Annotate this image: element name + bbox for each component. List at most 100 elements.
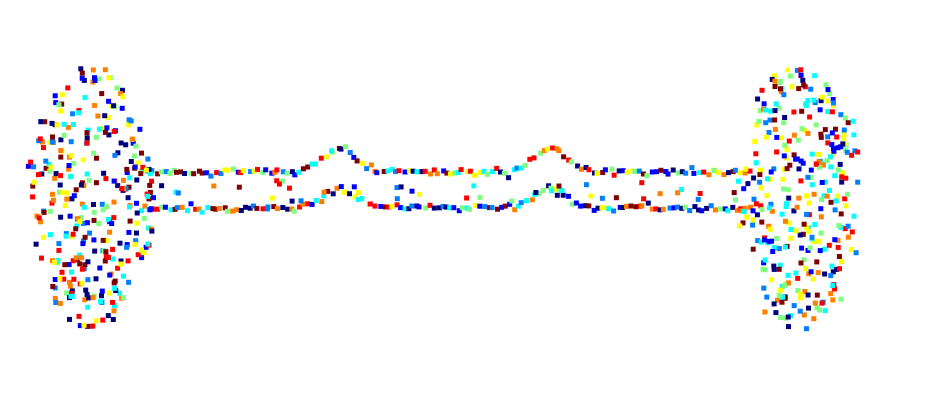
point [225, 167, 231, 173]
point [786, 138, 792, 144]
point [394, 185, 400, 191]
point [788, 227, 794, 232]
point [791, 132, 797, 138]
point [382, 204, 388, 210]
point [559, 188, 565, 194]
point [788, 235, 794, 241]
point [813, 122, 819, 128]
point [31, 179, 37, 185]
point [93, 134, 99, 140]
point [769, 238, 775, 244]
point [111, 178, 117, 184]
point [708, 203, 714, 209]
point [126, 229, 132, 235]
point [750, 217, 756, 223]
point [588, 193, 594, 199]
point [855, 179, 861, 185]
point [140, 164, 146, 170]
point [725, 208, 731, 214]
point [274, 167, 280, 173]
point [70, 111, 76, 117]
point [354, 158, 360, 164]
point [59, 101, 65, 107]
point [640, 171, 646, 177]
point [771, 266, 777, 272]
point [838, 296, 844, 302]
point [459, 205, 465, 211]
point [826, 242, 832, 248]
point [835, 193, 841, 199]
point [76, 313, 82, 319]
point [473, 202, 479, 208]
point [844, 149, 850, 155]
point [772, 84, 778, 89]
point [110, 256, 116, 262]
point [762, 309, 768, 315]
point [251, 168, 257, 174]
point [842, 226, 848, 232]
point [216, 206, 222, 211]
point [737, 170, 743, 176]
point [123, 142, 129, 148]
point [82, 95, 88, 101]
point [105, 255, 111, 260]
point [817, 248, 823, 254]
point [389, 204, 395, 209]
point [121, 177, 126, 183]
point [781, 120, 787, 126]
point [250, 203, 256, 209]
point [820, 162, 826, 168]
point [132, 241, 138, 247]
point [254, 205, 260, 211]
point [80, 220, 86, 226]
point [441, 168, 447, 174]
point [342, 189, 347, 195]
point [569, 201, 575, 207]
point [285, 206, 291, 212]
point [41, 234, 47, 240]
point [511, 167, 517, 173]
point [753, 201, 759, 207]
point [135, 160, 141, 166]
point [139, 247, 144, 253]
point [394, 202, 400, 208]
point [280, 205, 286, 210]
point [124, 242, 130, 248]
point [188, 170, 194, 176]
point [498, 169, 503, 175]
point [744, 214, 750, 220]
point [131, 153, 137, 159]
point [833, 198, 839, 204]
point [105, 115, 111, 120]
point [57, 300, 63, 306]
point [111, 129, 117, 134]
point [146, 225, 152, 231]
point [527, 156, 533, 162]
point [41, 145, 46, 151]
point [838, 144, 844, 150]
point [127, 175, 133, 181]
point [422, 168, 428, 174]
point [199, 170, 205, 176]
point [841, 135, 847, 141]
point [814, 292, 820, 298]
point [414, 169, 420, 175]
point [81, 204, 87, 210]
point [751, 196, 757, 202]
point [679, 205, 685, 211]
point [39, 255, 44, 261]
point [676, 170, 681, 176]
point [805, 292, 811, 298]
point [174, 205, 180, 211]
point [79, 266, 85, 272]
point [753, 151, 759, 157]
point [591, 207, 597, 213]
point [566, 193, 571, 199]
point [260, 169, 266, 175]
point [801, 312, 807, 318]
point [611, 172, 617, 178]
point [417, 191, 422, 197]
point [57, 182, 63, 188]
point [106, 217, 111, 222]
